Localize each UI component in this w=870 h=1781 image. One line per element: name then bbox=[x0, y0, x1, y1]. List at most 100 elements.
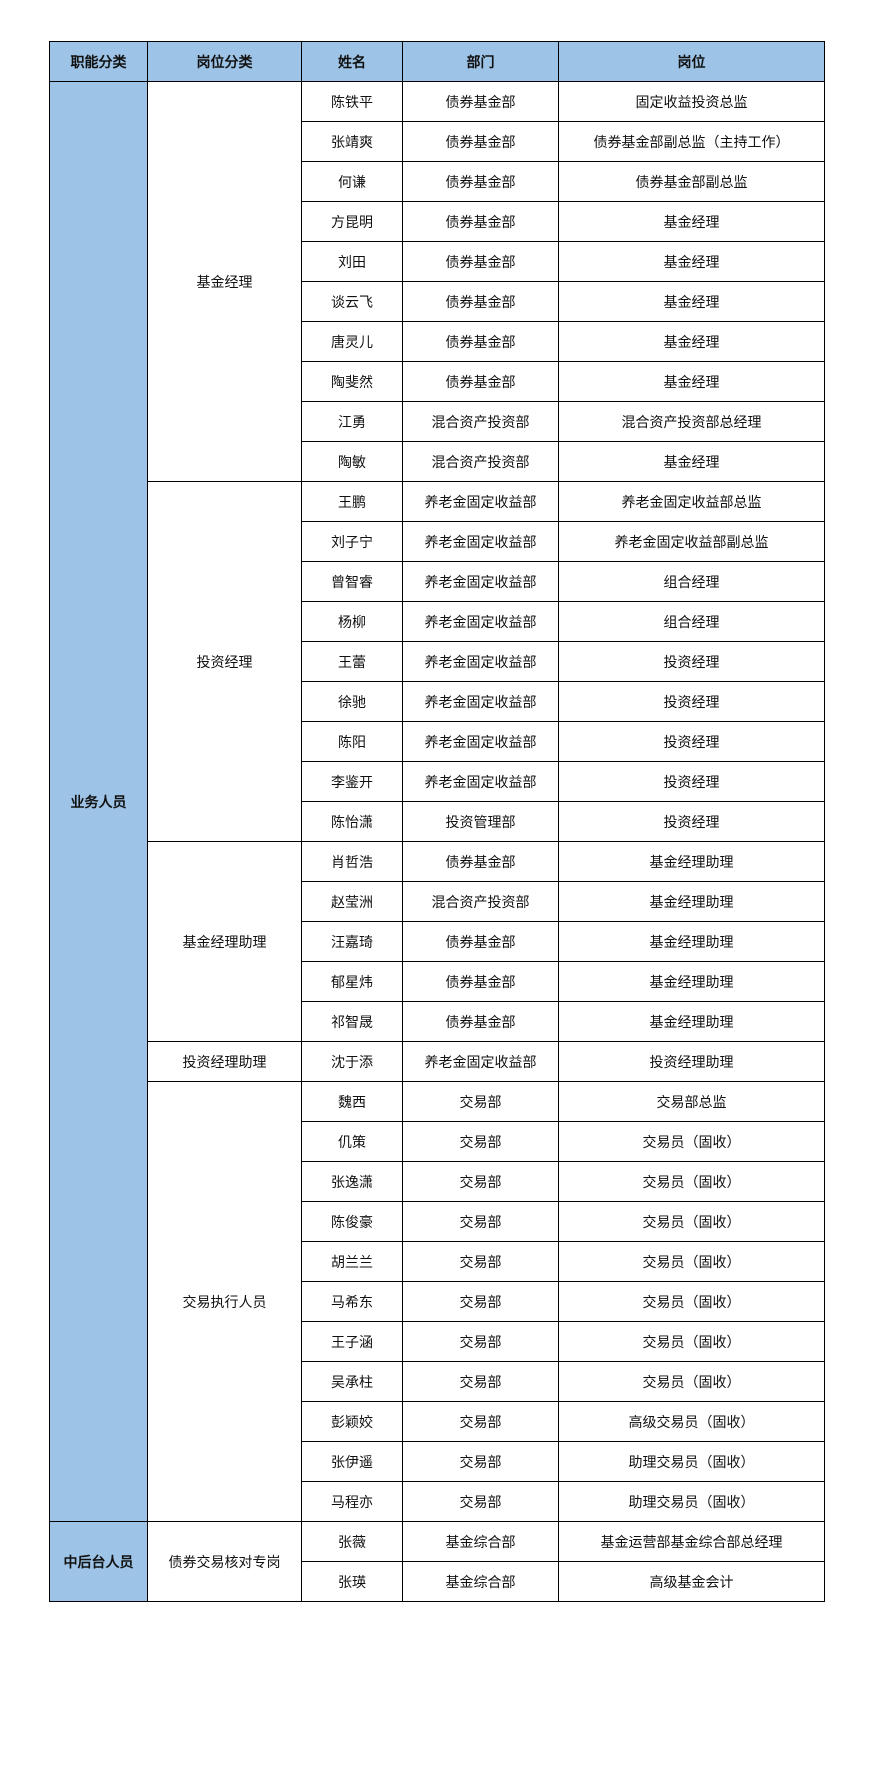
position-category-cell: 交易执行人员 bbox=[147, 1081, 302, 1522]
table-row: 祁智晟 债券基金部 基金经理助理 bbox=[50, 1001, 825, 1042]
name-cell: 陈阳 bbox=[301, 721, 403, 762]
position-category-cell: 债券交易核对专岗 bbox=[147, 1521, 302, 1602]
table-row: 张瑛 基金综合部 高级基金会计 bbox=[50, 1561, 825, 1602]
department-cell: 养老金固定收益部 bbox=[402, 601, 559, 642]
staff-table: 职能分类 岗位分类 姓名 部门 岗位 业务人员 基金经理 陈铁平 债券基金部 固定收益投… bbox=[49, 41, 825, 1602]
table-row: 吴承柱 交易部 交易员（固收） bbox=[50, 1361, 825, 1402]
table-row: 李鉴开 养老金固定收益部 投资经理 bbox=[50, 761, 825, 802]
header-name: 姓名 bbox=[301, 41, 403, 82]
header-position: 岗位 bbox=[558, 41, 825, 82]
table-row: 张靖爽 债券基金部 债券基金部副总监（主持工作） bbox=[50, 121, 825, 162]
department-cell: 养老金固定收益部 bbox=[402, 1041, 559, 1082]
table-row: 刘田 债券基金部 基金经理 bbox=[50, 241, 825, 282]
department-cell: 债券基金部 bbox=[402, 201, 559, 242]
position-cell: 高级交易员（固收） bbox=[558, 1401, 825, 1442]
name-cell: 刘子宁 bbox=[301, 521, 403, 562]
position-cell: 投资经理助理 bbox=[558, 1041, 825, 1082]
header-department: 部门 bbox=[402, 41, 559, 82]
position-cell: 交易员（固收） bbox=[558, 1361, 825, 1402]
table-row: 马程亦 交易部 助理交易员（固收） bbox=[50, 1481, 825, 1522]
department-cell: 交易部 bbox=[402, 1401, 559, 1442]
department-cell: 债券基金部 bbox=[402, 841, 559, 882]
department-cell: 债券基金部 bbox=[402, 81, 559, 122]
position-cell: 投资经理 bbox=[558, 681, 825, 722]
department-cell: 债券基金部 bbox=[402, 361, 559, 402]
position-cell: 组合经理 bbox=[558, 601, 825, 642]
table-row: 刘子宁 养老金固定收益部 养老金固定收益部副总监 bbox=[50, 521, 825, 562]
table-row: 唐灵儿 债券基金部 基金经理 bbox=[50, 321, 825, 362]
department-cell: 养老金固定收益部 bbox=[402, 761, 559, 802]
position-cell: 基金经理 bbox=[558, 361, 825, 402]
name-cell: 郁星炜 bbox=[301, 961, 403, 1002]
name-cell: 李鉴开 bbox=[301, 761, 403, 802]
table-row: 彭颖姣 交易部 高级交易员（固收） bbox=[50, 1401, 825, 1442]
position-cell: 投资经理 bbox=[558, 721, 825, 762]
position-category-cell: 基金经理 bbox=[147, 81, 302, 482]
name-cell: 王蕾 bbox=[301, 641, 403, 682]
name-cell: 方昆明 bbox=[301, 201, 403, 242]
department-cell: 交易部 bbox=[402, 1441, 559, 1482]
department-cell: 债券基金部 bbox=[402, 241, 559, 282]
position-cell: 基金经理助理 bbox=[558, 841, 825, 882]
name-cell: 仉策 bbox=[301, 1121, 403, 1162]
function-category-cell: 中后台人员 bbox=[49, 1521, 148, 1602]
name-cell: 徐驰 bbox=[301, 681, 403, 722]
name-cell: 沈于添 bbox=[301, 1041, 403, 1082]
department-cell: 养老金固定收益部 bbox=[402, 521, 559, 562]
department-cell: 基金综合部 bbox=[402, 1561, 559, 1602]
name-cell: 陈怡潇 bbox=[301, 801, 403, 842]
name-cell: 谈云飞 bbox=[301, 281, 403, 322]
name-cell: 张瑛 bbox=[301, 1561, 403, 1602]
position-cell: 基金经理 bbox=[558, 441, 825, 482]
table-row: 基金经理助理 肖哲浩 债券基金部 基金经理助理 bbox=[50, 841, 825, 1042]
name-cell: 汪嘉琦 bbox=[301, 921, 403, 962]
position-cell: 基金运营部基金综合部总经理 bbox=[558, 1521, 825, 1562]
department-cell: 交易部 bbox=[402, 1081, 559, 1122]
position-cell: 基金经理 bbox=[558, 241, 825, 282]
position-cell: 交易员（固收） bbox=[558, 1281, 825, 1322]
department-cell: 交易部 bbox=[402, 1361, 559, 1402]
table-row: 投资经理助理 沈于添 养老金固定收益部 投资经理助理 bbox=[50, 1041, 825, 1082]
position-cell: 养老金固定收益部总监 bbox=[558, 481, 825, 522]
name-cell: 彭颖姣 bbox=[301, 1401, 403, 1442]
name-cell: 唐灵儿 bbox=[301, 321, 403, 362]
department-cell: 交易部 bbox=[402, 1281, 559, 1322]
table-row: 陈俊豪 交易部 交易员（固收） bbox=[50, 1201, 825, 1242]
name-cell: 张伊遥 bbox=[301, 1441, 403, 1482]
department-cell: 基金综合部 bbox=[402, 1521, 559, 1562]
name-cell: 陈铁平 bbox=[301, 81, 403, 122]
name-cell: 陈俊豪 bbox=[301, 1201, 403, 1242]
name-cell: 马希东 bbox=[301, 1281, 403, 1322]
table-row: 方昆明 债券基金部 基金经理 bbox=[50, 201, 825, 242]
name-cell: 张薇 bbox=[301, 1521, 403, 1562]
table-row: 马希东 交易部 交易员（固收） bbox=[50, 1281, 825, 1322]
name-cell: 张逸潇 bbox=[301, 1161, 403, 1202]
name-cell: 肖哲浩 bbox=[301, 841, 403, 882]
header-position-category: 岗位分类 bbox=[147, 41, 302, 82]
position-category-cell: 投资经理 bbox=[147, 481, 302, 842]
position-cell: 交易员（固收） bbox=[558, 1121, 825, 1162]
position-cell: 助理交易员（固收） bbox=[558, 1441, 825, 1482]
department-cell: 交易部 bbox=[402, 1321, 559, 1362]
name-cell: 陶斐然 bbox=[301, 361, 403, 402]
name-cell: 马程亦 bbox=[301, 1481, 403, 1522]
name-cell: 江勇 bbox=[301, 401, 403, 442]
department-cell: 交易部 bbox=[402, 1201, 559, 1242]
table-row: 曾智睿 养老金固定收益部 组合经理 bbox=[50, 561, 825, 602]
name-cell: 陶敏 bbox=[301, 441, 403, 482]
position-cell: 基金经理助理 bbox=[558, 881, 825, 922]
position-cell: 混合资产投资部总经理 bbox=[558, 401, 825, 442]
table-header-row: 职能分类 岗位分类 姓名 部门 岗位 bbox=[49, 41, 825, 82]
department-cell: 混合资产投资部 bbox=[402, 441, 559, 482]
position-category-cell: 基金经理助理 bbox=[147, 841, 302, 1042]
position-cell: 基金经理 bbox=[558, 281, 825, 322]
department-cell: 交易部 bbox=[402, 1481, 559, 1522]
name-cell: 杨柳 bbox=[301, 601, 403, 642]
name-cell: 魏西 bbox=[301, 1081, 403, 1122]
department-cell: 债券基金部 bbox=[402, 921, 559, 962]
department-cell: 债券基金部 bbox=[402, 161, 559, 202]
position-cell: 基金经理助理 bbox=[558, 961, 825, 1002]
position-cell: 交易员（固收） bbox=[558, 1241, 825, 1282]
name-cell: 赵莹洲 bbox=[301, 881, 403, 922]
name-cell: 王子涵 bbox=[301, 1321, 403, 1362]
